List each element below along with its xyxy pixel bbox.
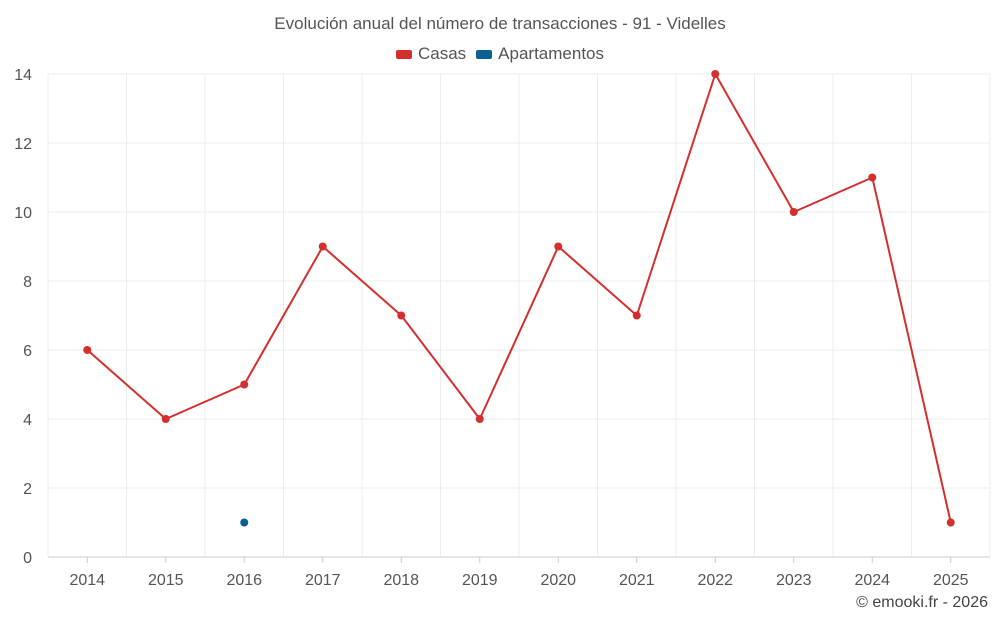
data-point-casas — [946, 518, 955, 527]
data-point-casas — [632, 311, 641, 320]
x-tick-label: 2021 — [619, 572, 655, 589]
data-point-casas — [789, 208, 798, 216]
y-tick-label: 2 — [23, 481, 32, 498]
x-tick-label: 2020 — [540, 572, 576, 589]
y-tick-label: 6 — [23, 343, 32, 360]
data-point-casas — [475, 415, 484, 423]
data-point-casas — [554, 242, 563, 251]
x-tick-label: 2023 — [776, 572, 812, 589]
x-tick-label: 2022 — [697, 572, 733, 589]
data-point-casas — [868, 173, 877, 182]
x-tick-label: 2016 — [226, 572, 262, 589]
x-tick-label: 2017 — [305, 572, 341, 589]
x-tick-label: 2025 — [933, 572, 969, 589]
x-tick-label: 2024 — [854, 572, 890, 589]
legend-label-casas: Casas — [417, 44, 467, 63]
y-tick-label: 0 — [23, 550, 32, 567]
legend-label-apartamentos: Apartamentos — [498, 44, 605, 63]
data-point-casas — [397, 311, 406, 320]
legend-swatch-casas — [395, 49, 412, 59]
y-tick-label: 12 — [14, 136, 32, 153]
chart-title: Evolución anual del número de transaccio… — [274, 14, 726, 33]
series-line-casas — [86, 73, 952, 523]
y-tick-label: 14 — [14, 67, 32, 84]
y-tick-label: 4 — [23, 412, 32, 429]
x-tick-label: 2014 — [69, 572, 105, 589]
legend-swatch-apartamentos — [476, 49, 493, 59]
y-tick-label: 8 — [23, 274, 32, 291]
data-point-apartamentos — [240, 518, 249, 527]
legend-item-apartamentos[interactable]: Apartamentos — [476, 44, 604, 64]
data-point-casas — [161, 415, 170, 423]
legend: Casas Apartamentos — [0, 44, 1000, 64]
y-tick-label: 10 — [14, 205, 32, 222]
x-tick-label: 2015 — [148, 572, 184, 589]
data-point-casas — [83, 346, 92, 354]
x-tick-label: 2019 — [462, 572, 498, 589]
data-point-casas — [318, 242, 327, 251]
x-tick-label: 2018 — [383, 572, 419, 589]
legend-item-casas[interactable]: Casas — [395, 44, 467, 64]
data-point-casas — [711, 70, 720, 78]
data-point-casas — [240, 380, 249, 389]
credit-text: © emooki.fr - 2026 — [856, 594, 988, 611]
